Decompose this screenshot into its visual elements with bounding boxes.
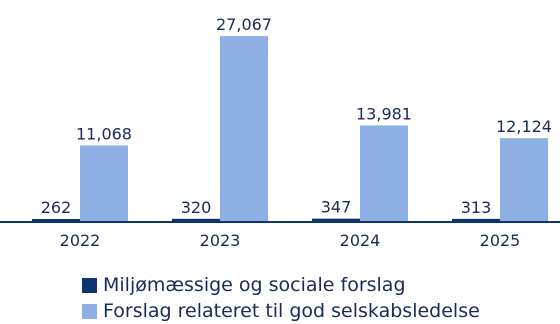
data-label-env-social-2025: 313 — [461, 198, 492, 217]
data-label-env-social-2024: 347 — [321, 198, 352, 217]
data-label-env-social-2022: 262 — [41, 198, 72, 217]
x-tick-label-2022: 2022 — [60, 231, 101, 250]
x-tick-label-2023: 2023 — [200, 231, 241, 250]
data-label-governance-2023: 27,067 — [216, 15, 272, 34]
bar-governance-2022 — [80, 145, 128, 221]
data-label-governance-2022: 11,068 — [76, 124, 132, 143]
legend-swatch-light — [82, 303, 97, 319]
bar-env-social-2025 — [452, 218, 500, 221]
x-tick-labels: 2022 2023 2024 2025 — [60, 231, 521, 250]
legend-item-governance: Forslag relateret til god selskabsledels… — [82, 298, 480, 324]
bar-env-social-2022 — [32, 219, 80, 221]
data-label-governance-2025: 12,124 — [496, 117, 552, 136]
bar-chart: 262 11,068 320 27,067 347 13,981 313 12,124 202… — [0, 15, 560, 250]
legend-swatch-dark — [82, 277, 97, 293]
legend-label-environmental-social: Miljømæssige og sociale forslag — [103, 274, 406, 296]
legend: Miljømæssige og sociale forslag Forslag … — [82, 272, 480, 324]
legend-item-environmental-social: Miljømæssige og sociale forslag — [82, 272, 480, 298]
data-label-env-social-2023: 320 — [181, 198, 212, 217]
x-tick-label-2024: 2024 — [340, 231, 381, 250]
bars-group: 262 11,068 320 27,067 347 13,981 313 12,124 — [32, 15, 552, 221]
bar-governance-2024 — [360, 125, 408, 221]
bar-governance-2025 — [500, 138, 548, 221]
data-label-governance-2024: 13,981 — [356, 104, 412, 123]
legend-label-governance: Forslag relateret til god selskabsledels… — [103, 300, 480, 322]
bar-env-social-2023 — [172, 218, 220, 221]
bar-governance-2023 — [220, 36, 268, 221]
x-tick-label-2025: 2025 — [480, 231, 521, 250]
bar-env-social-2024 — [312, 218, 360, 221]
